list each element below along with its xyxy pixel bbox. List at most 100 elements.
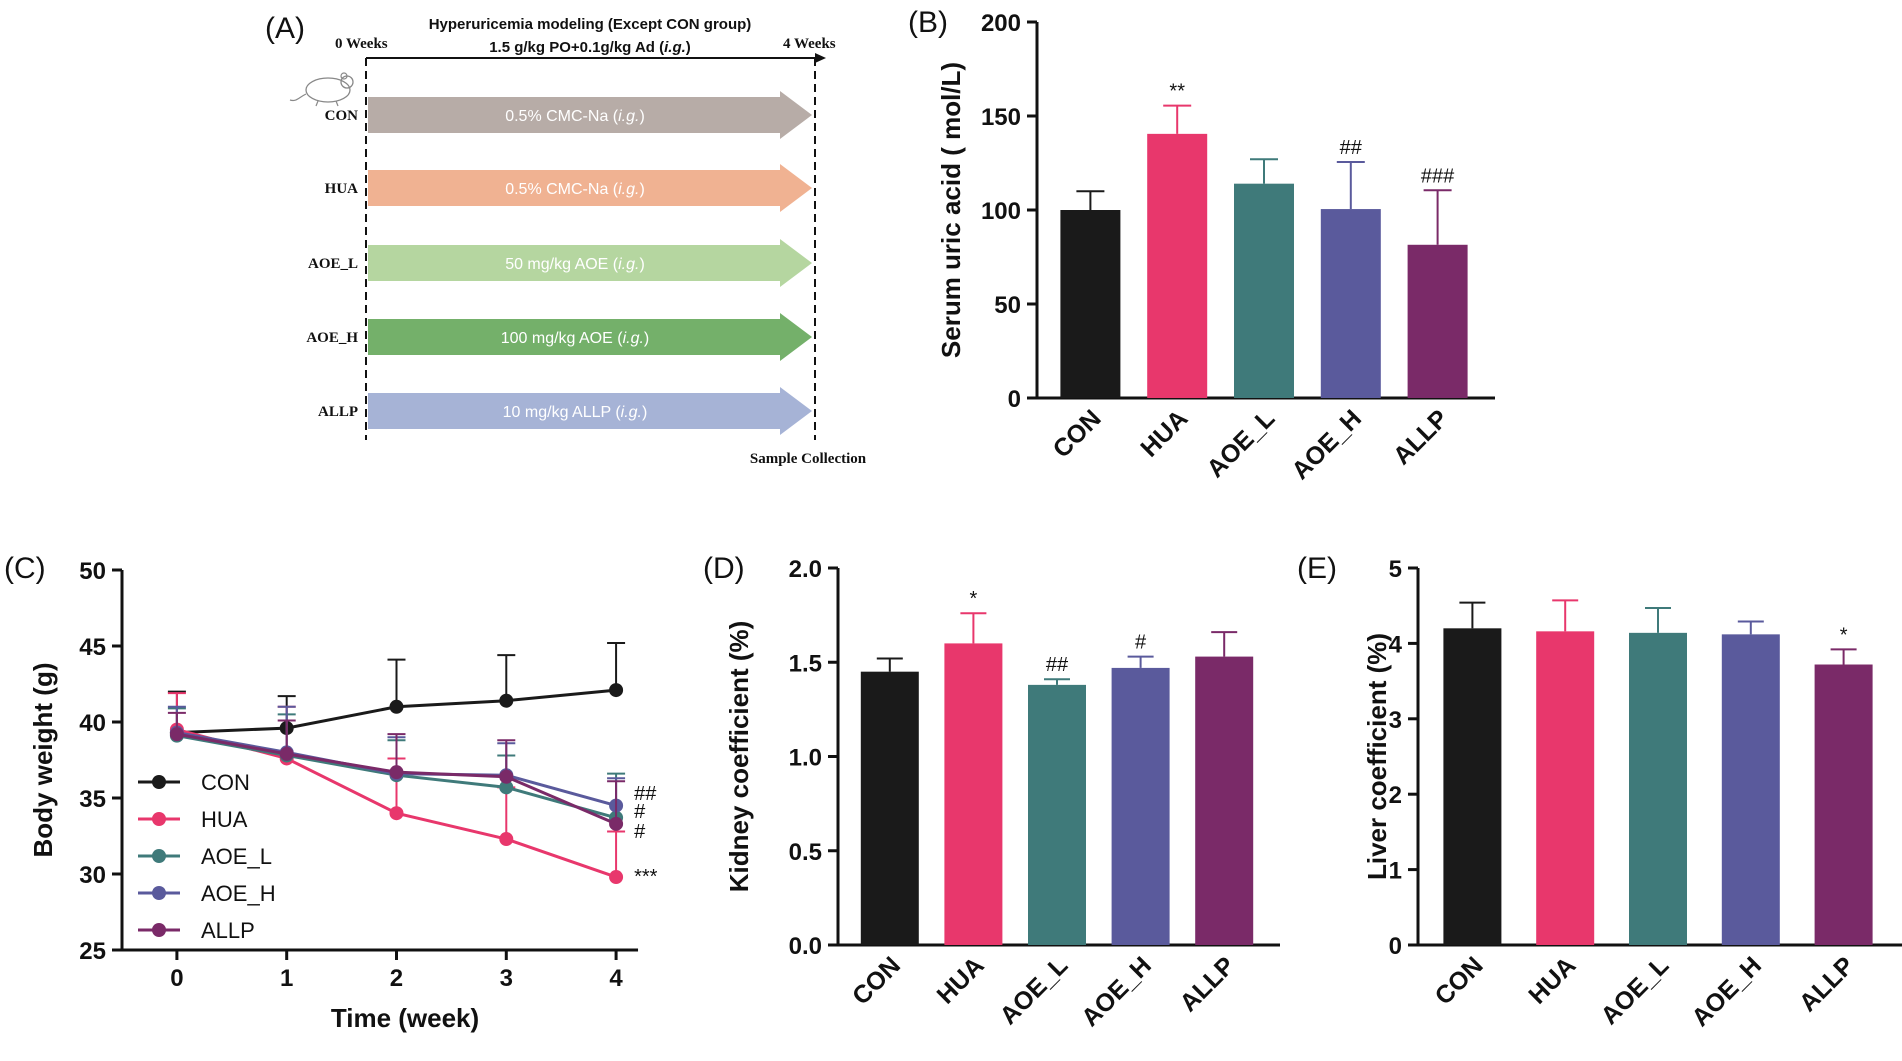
y-tick-label: 2.0 [789,556,822,583]
y-tick-label: 0 [1008,386,1021,413]
y-tick-label: 100 [981,198,1021,225]
treatment-arrows: CON 0.5% CMC-Na (i.g.)HUA 0.5% CMC-Na (i.g… [306,91,812,435]
data-point [389,806,404,821]
data-point [609,683,624,698]
arrow-text-italic: i.g. [623,330,644,347]
data-point [499,780,514,795]
significance-hua: ** [1169,81,1185,103]
significance-aoe-h: # [1135,632,1147,654]
significance-aoe-h: ## [1340,137,1363,159]
data-point [499,769,514,784]
bar-aoe-h [1320,209,1381,398]
y-tick-label: 1.5 [789,650,822,677]
group-label-aoe-h: AOE_H [306,330,358,346]
significance-annotation: ## [634,783,657,805]
x-axis-title: Time (week) [331,1003,479,1033]
arrow-text-aoe-h: 100 mg/kg AOE (i.g.) [501,330,650,347]
modeling-dose: 1.5 g/kg PO+0.1g/kg Ad (i.g.) [489,39,691,56]
panel-b-label: (B) [908,6,948,39]
arrow-con [368,91,812,139]
y-tick-label: 0 [1389,933,1402,960]
arrow-aoe-l [368,239,812,287]
y-tick-label: 30 [79,862,106,889]
y-axis-title: Body weight (g) [28,663,58,858]
data-point [609,816,624,831]
body-weight-chart: 25 30 35 40 45 50 0 1 2 3 4 Time (week) Body weight … [28,558,658,1033]
x-tick-label: 3 [500,965,513,992]
group-label-con: CON [325,108,359,124]
legend-label-allp: ALLP [201,918,255,943]
arrow-text-suffix: ) [639,256,644,273]
y-tick-label: 3 [1389,707,1402,734]
modeling-dose-suffix: ) [686,39,691,56]
modeling-dose-italic: i.g. [664,39,686,56]
y-tick-label: 1.0 [789,745,822,772]
legend-marker-aoe-l [152,849,166,863]
modeling-dose-prefix: 1.5 g/kg PO+0.1g/kg Ad ( [489,39,664,56]
bar-hua [944,643,1003,945]
end-week-label: 4 Weeks [783,36,836,52]
arrow-text-hua: 0.5% CMC-Na (i.g.) [505,181,645,198]
bar-hua [1147,133,1208,399]
bar-aoe-l [1629,632,1687,945]
data-point [499,693,514,708]
panel-c-label: (C) [4,552,46,585]
serum-uric-acid-chart: 0 50 100 150 200 Serum uric acid ( mol/L) CON *… [936,10,1495,485]
legend-label-hua: HUA [201,807,248,832]
significance-allp: * [1840,624,1848,646]
legend-marker-allp [152,923,166,937]
panel-a-label: (A) [265,12,305,45]
data-point [389,699,404,714]
bar-allp [1814,664,1873,945]
data-point [609,870,624,885]
arrow-text-suffix: ) [642,404,647,421]
x-label-hua: HUA [1523,951,1581,1009]
arrow-text-prefix: 0.5% CMC-Na ( [505,108,619,125]
mouse-icon [289,72,354,107]
start-week-label: 0 Weeks [335,36,388,52]
modeling-title: Hyperuricemia modeling (Except CON group… [429,16,752,33]
x-label-aoe-h: AOE_H [1286,404,1367,485]
significance-aoe-l: ## [1046,654,1069,676]
y-tick-label: 35 [79,786,106,813]
x-label-allp: ALLP [1388,404,1454,470]
significance-hua: * [970,588,978,610]
arrow-hua [368,164,812,212]
group-label-allp: ALLP [318,404,358,420]
arrow-text-prefix: 100 mg/kg AOE ( [501,330,624,347]
arrow-text-prefix: 0.5% CMC-Na ( [505,181,619,198]
arrow-text-italic: i.g. [618,181,639,198]
bar-aoe-l [1234,183,1294,398]
data-point [499,832,514,847]
legend: CON HUA AOE_L AOE_H ALLP [138,770,276,943]
x-tick-label: 2 [390,965,403,992]
legend-label-aoe-h: AOE_H [201,881,276,906]
legend-marker-hua [152,812,166,826]
bar-allp [1195,656,1254,945]
arrow-text-con: 0.5% CMC-Na (i.g.) [505,108,645,125]
bar-aoe-h [1721,634,1780,945]
arrow-text-prefix: 50 mg/kg AOE ( [505,256,619,273]
y-tick-label: 0.5 [789,839,822,866]
arrow-text-suffix: ) [639,181,644,198]
y-axis-title: Liver coefficient (%) [1362,633,1392,880]
panel-a-timeline: (A) 0 Weeks 4 Weeks Hyperuricemia modeli… [265,12,867,467]
y-tick-label: 50 [79,558,106,585]
arrow-text-italic: i.g. [618,256,639,273]
y-tick-label: 50 [994,292,1021,319]
x-label-aoe-l: AOE_L [1595,951,1674,1030]
y-axis-title: Serum uric acid ( mol/L) [936,62,966,358]
y-axis-title: Kidney coefficient (%) [724,621,754,893]
panel-e-label: (E) [1297,552,1337,585]
arrow-text-italic: i.g. [621,404,642,421]
x-label-con: CON [1048,404,1107,463]
x-label-aoe-h: AOE_H [1076,951,1157,1032]
data-point [279,746,294,761]
bar-con [1443,628,1502,945]
panel-d-label: (D) [703,552,745,585]
arrow-text-suffix: ) [639,108,644,125]
y-tick-label: 2 [1389,782,1402,809]
x-label-aoe-l: AOE_L [994,951,1073,1030]
significance-annotation: # [634,821,646,843]
